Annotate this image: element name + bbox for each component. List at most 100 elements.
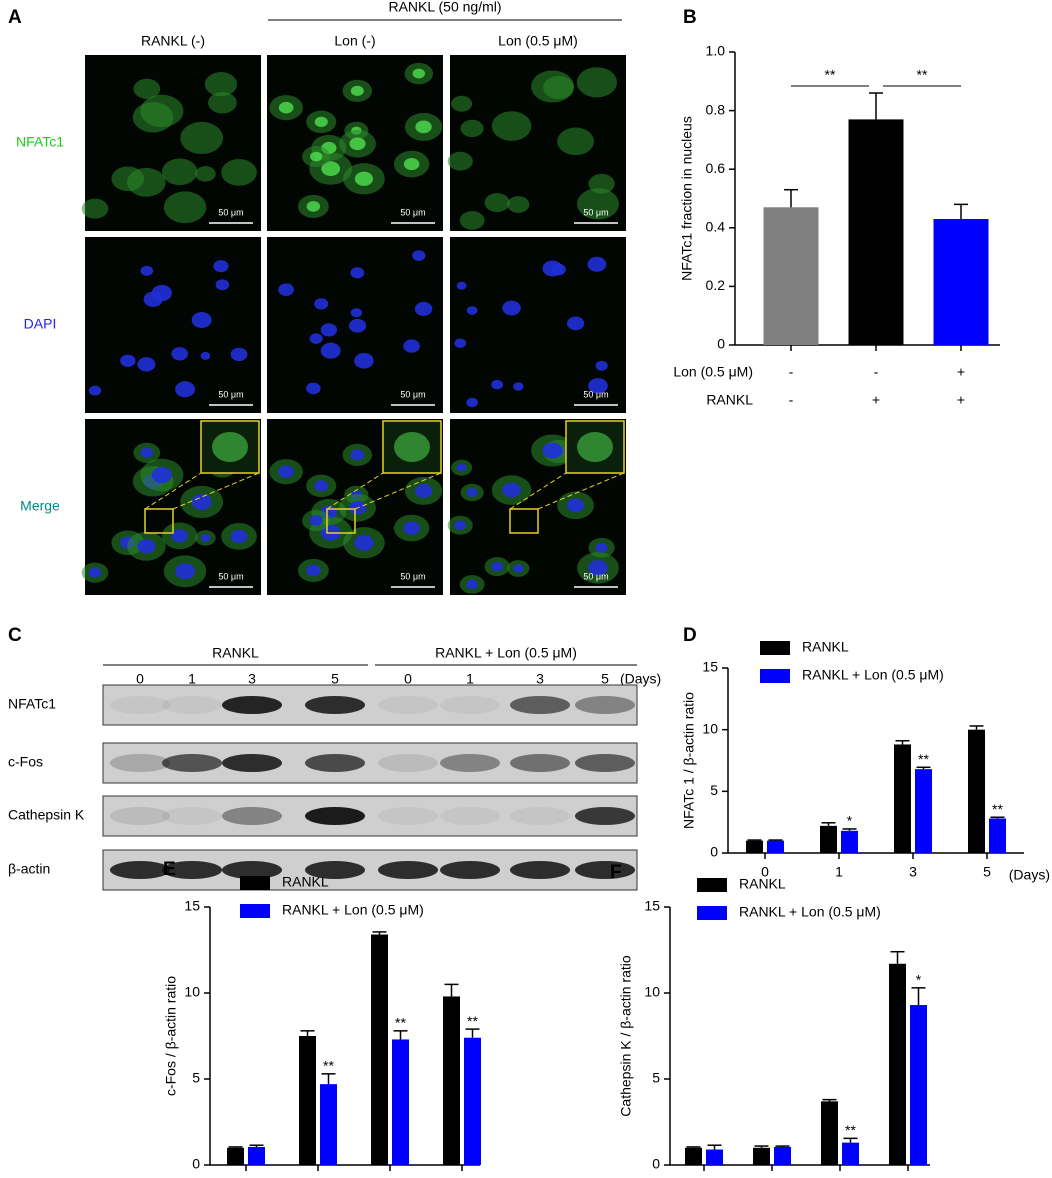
x-tick-label: 1 [314,1176,322,1178]
lane-label: 3 [248,671,256,687]
bar [464,1037,481,1165]
bar [227,1147,244,1165]
y-tick-label: 0 [192,1156,200,1172]
blot-band [222,861,282,879]
zoom-box [326,508,356,534]
significance-label: ** [395,1015,406,1031]
panel-letter: F [610,862,622,883]
bar [841,830,858,853]
y-tick-label: 15 [702,659,718,675]
cell-nucleus [454,338,467,348]
column-label: Lon (0.5 μM) [498,33,578,49]
cell-nucleus [309,333,323,344]
blot-band [575,861,635,879]
y-tick-label: 5 [192,1070,200,1086]
lane-label: 0 [404,671,412,687]
blot-band [378,696,438,714]
cell-nucleus [140,265,154,276]
blot-band [162,807,222,825]
nuclear-signal [350,85,364,96]
cell-nucleus [456,281,467,290]
nuclear-signal [314,116,328,128]
blot-band [510,807,570,825]
zoom-box [144,508,174,534]
legend-label: RANKL + Lon (0.5 μM) [739,904,881,920]
cell-nucleus [309,515,323,526]
cell-nucleus [88,567,102,578]
cell-cytoplasm [531,70,574,103]
protein-label: β-actin [8,861,50,877]
bar [968,729,985,853]
zoom-guide [326,472,384,510]
cell-nucleus [350,449,365,461]
bar [933,219,989,345]
bar [889,963,906,1165]
blot-band [510,861,570,879]
legend-swatch [240,904,270,918]
cell-cytoplasm [507,196,530,213]
cell-nucleus [151,284,172,302]
cell-nucleus [191,493,212,511]
significance-label: ** [825,67,836,83]
y-tick-label: 15 [184,898,200,914]
y-tick-label: 5 [652,1070,660,1086]
row-label: NFATc1 [16,134,64,150]
cell-cytoplasm [491,111,532,141]
inset-cell [577,432,613,462]
cell-nucleus [278,283,295,296]
significance-label: ** [845,1122,856,1138]
nuclear-signal [278,101,294,114]
protein-label: Cathepsin K [8,807,85,823]
zoom-box [509,508,539,534]
blot-band [440,754,500,772]
scale-bar-label: 50 μm [400,571,425,581]
cell-cytoplasm [195,166,216,182]
blot-band [440,696,500,714]
nuclear-signal [349,137,366,151]
y-tick-label: 10 [184,984,200,1000]
bar [774,1146,791,1165]
cell-nucleus [350,267,365,279]
cell-cytoplasm [140,94,184,128]
x-tick-label: 3 [386,1176,394,1178]
x-tick-label: 1 [768,1176,776,1178]
bar [763,207,819,345]
bar [894,744,911,853]
cell-cytoplasm [557,127,595,156]
lane-label: 5 [601,671,609,687]
treatment-sign: + [872,392,880,408]
x-tick-label: 5 [458,1176,466,1178]
panel-letter: A [8,7,22,28]
legend-swatch [760,641,790,655]
cell-nucleus [466,397,478,408]
y-tick-label: 0 [717,336,725,352]
cell-nucleus [491,561,504,572]
blot-band [305,696,365,714]
blot-band [378,754,438,772]
treatment-label: Lon (0.5 μM) [673,364,753,380]
lane-label: 1 [466,671,474,687]
scale-bar-label: 50 μm [400,389,425,399]
legend-swatch [760,669,790,683]
cell-nucleus [171,529,189,543]
cell-nucleus [466,306,478,315]
inset-cell [212,432,248,462]
blot-band [510,754,570,772]
significance-label: ** [917,67,928,83]
cell-nucleus [566,316,585,331]
micrograph [85,237,261,413]
significance-label: * [847,813,853,829]
group-header: RANKL (50 ng/ml) [388,0,501,15]
blot-band [222,754,282,772]
scale-bar-label: 50 μm [218,207,243,217]
nuclear-signal [354,171,374,186]
cell-nucleus [588,560,608,576]
blot-band [110,807,170,825]
scale-bar-label: 50 μm [583,207,608,217]
significance-label: ** [918,751,929,767]
y-axis-label: c-Fos / β-actin ratio [163,976,179,1096]
panel-letter: C [8,625,22,646]
cell-nucleus [175,563,196,580]
cell-nucleus [278,465,295,478]
cell-nucleus [502,300,521,316]
